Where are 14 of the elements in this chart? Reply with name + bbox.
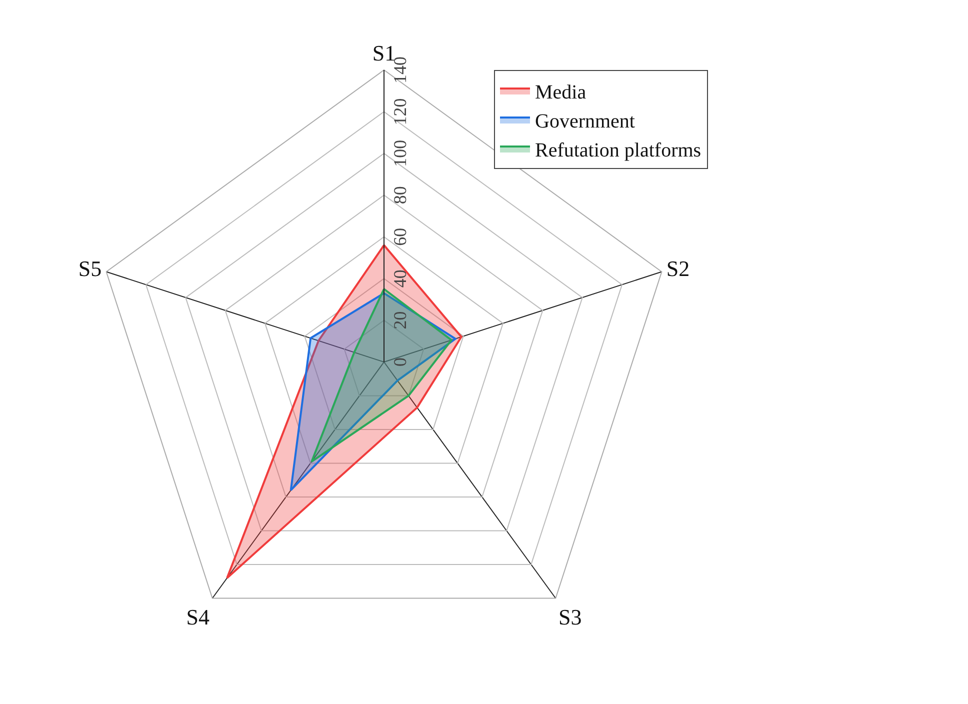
spoke-label: S4 <box>186 604 210 630</box>
spoke-label: S3 <box>558 604 582 630</box>
y-tick-label: 40 <box>390 270 410 288</box>
legend-label: Refutation platforms <box>535 139 702 162</box>
spoke-label: S5 <box>78 256 102 282</box>
y-tick-label: 0 <box>390 358 410 366</box>
spoke-label: S2 <box>666 256 690 282</box>
legend-label: Media <box>535 81 586 104</box>
y-tick-label: 100 <box>390 140 410 167</box>
y-tick-label: 20 <box>390 311 410 330</box>
legend-label: Government <box>535 110 636 132</box>
y-tick-label: 120 <box>390 98 410 126</box>
y-tick-label: 60 <box>390 228 410 246</box>
y-tick-label: 80 <box>390 186 410 204</box>
